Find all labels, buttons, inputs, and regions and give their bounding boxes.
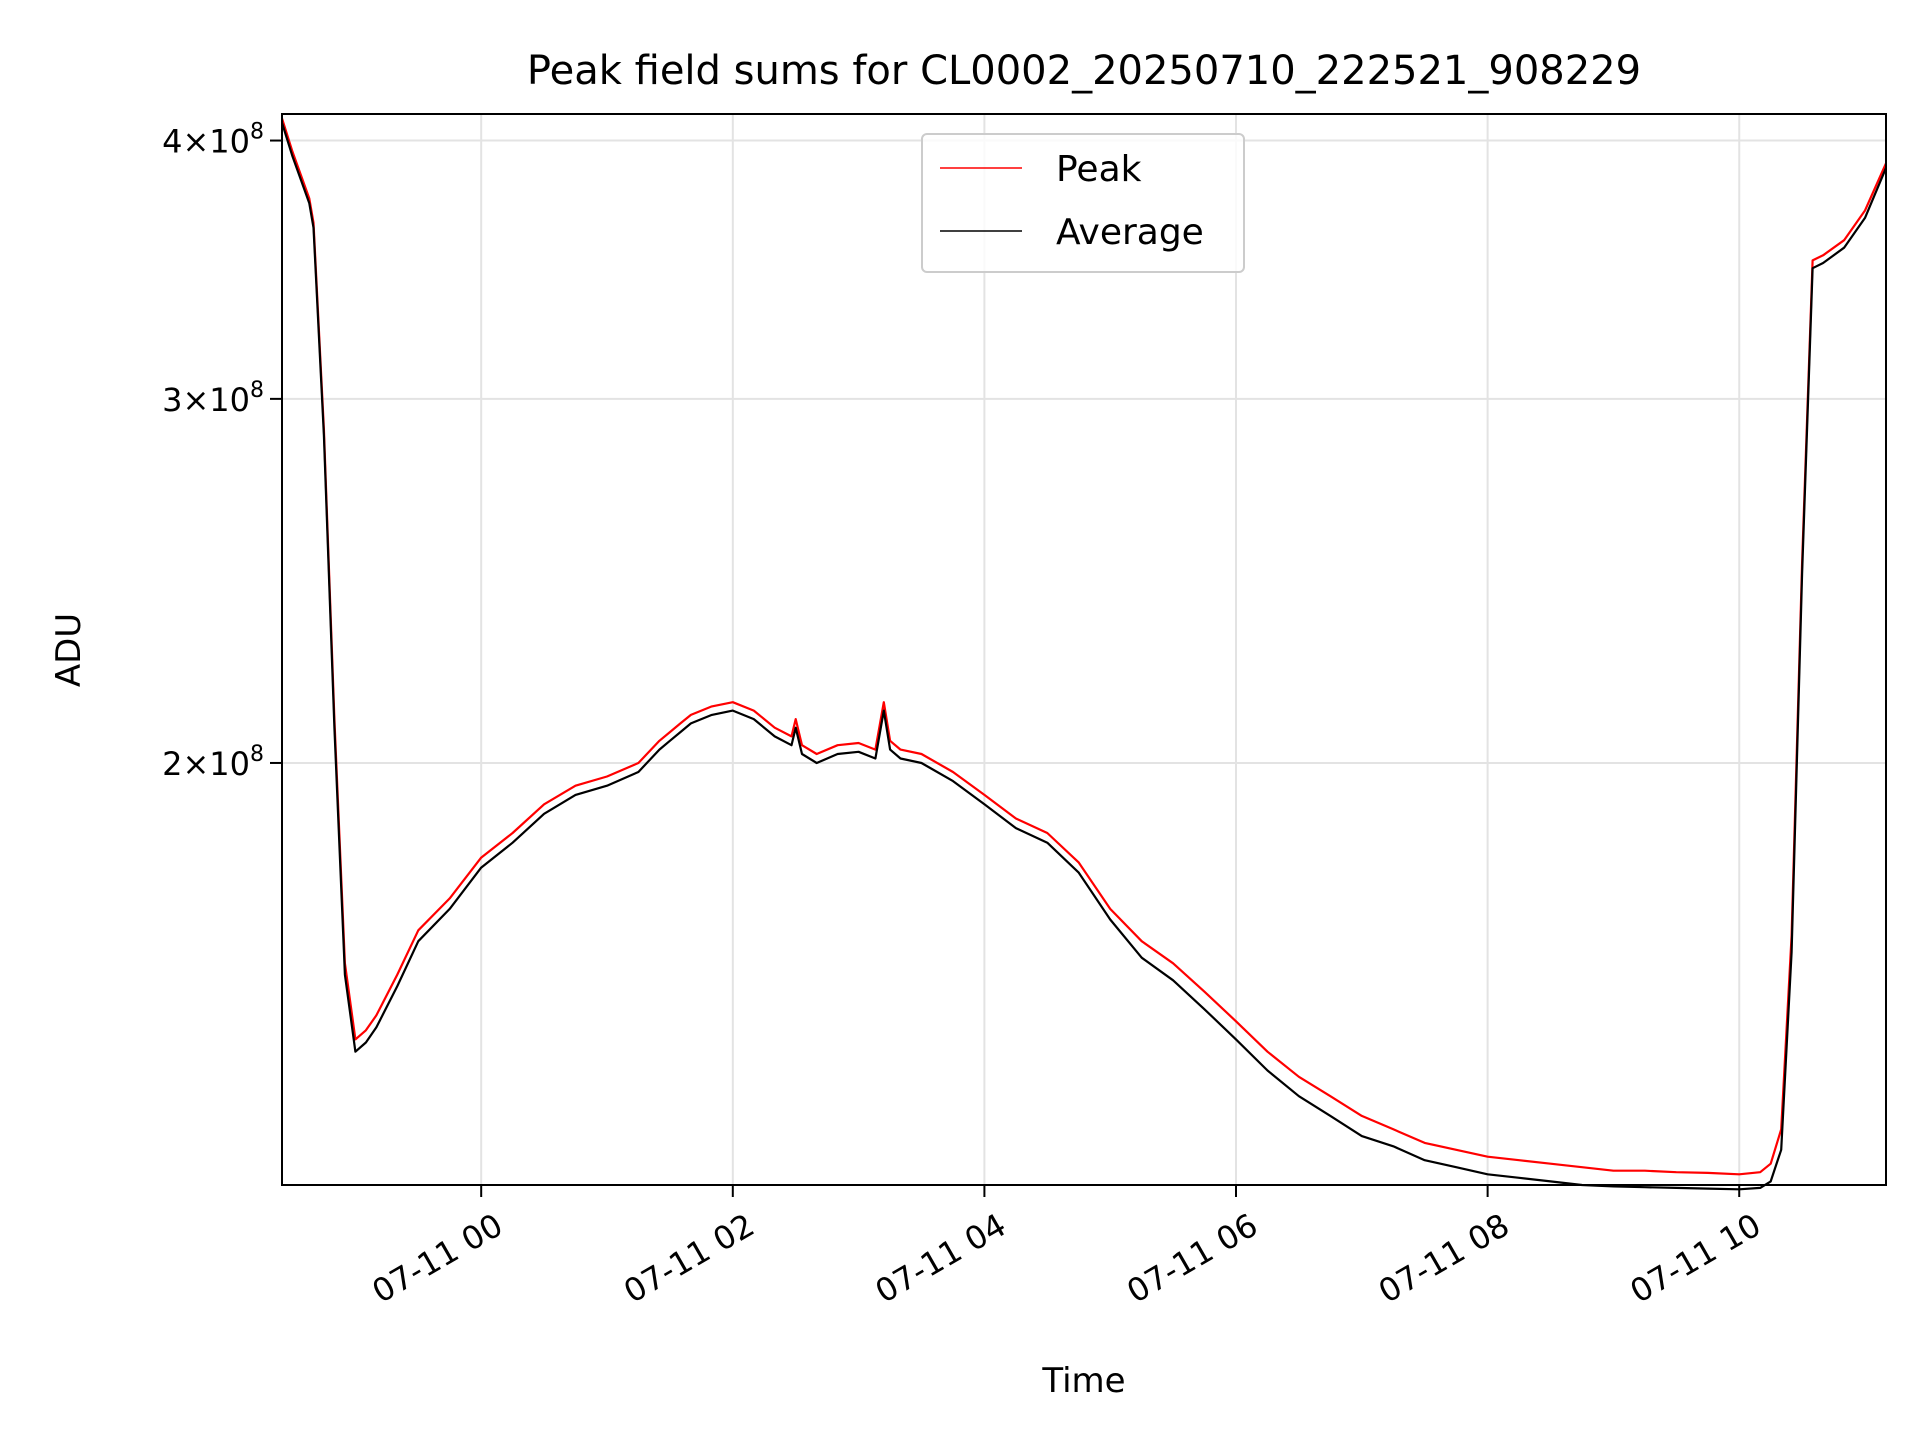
legend-label-average: Average	[1056, 212, 1204, 253]
y-tick-label: 2×108	[162, 742, 264, 783]
y-tick-mantissa: 4×10	[162, 123, 250, 161]
y-tick-exponent: 8	[250, 120, 264, 145]
y-tick-label: 3×108	[162, 378, 264, 419]
grid-lines	[282, 114, 1886, 1185]
y-tick-label: 4×108	[162, 120, 264, 161]
legend-label-peak: Peak	[1056, 149, 1142, 190]
x-axis-label: Time	[1041, 1361, 1125, 1401]
legend: Peak Average	[921, 133, 1245, 273]
y-tick-mantissa: 2×10	[162, 745, 250, 783]
y-tick-exponent: 8	[250, 742, 264, 767]
series-line-peak	[280, 118, 1888, 1176]
y-tick-mantissa: 3×10	[162, 381, 250, 419]
plot-frame	[281, 113, 1887, 1186]
chart-title: Peak field sums for CL0002_20250710_2225…	[527, 48, 1641, 94]
series-line-average	[280, 122, 1888, 1191]
plot-series	[280, 118, 1888, 1191]
y-axis-label: ADU	[49, 613, 89, 687]
y-tick-exponent: 8	[250, 378, 264, 403]
